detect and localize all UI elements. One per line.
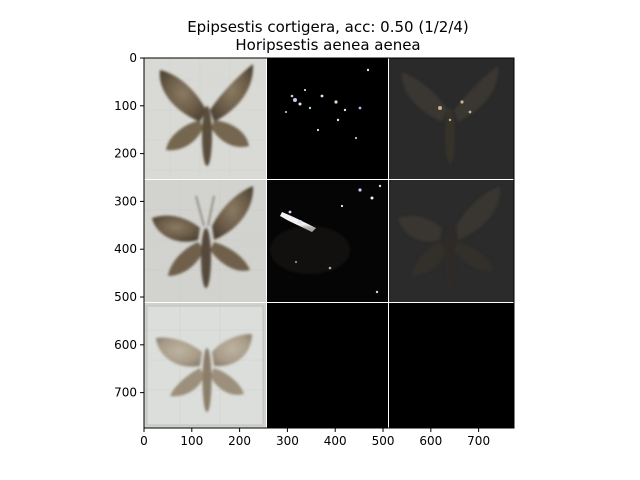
x-tick-label: 100 — [180, 434, 203, 448]
y-tick-label: 500 — [114, 290, 137, 304]
x-tick-label: 400 — [324, 434, 347, 448]
x-tick-label: 0 — [140, 434, 148, 448]
x-tick-label: 500 — [372, 434, 395, 448]
image-grid — [144, 58, 514, 428]
x-tick-label: 300 — [276, 434, 299, 448]
figure-title-line1: Epipsestis cortigera, acc: 0.50 (1/2/4) — [187, 18, 469, 36]
moth-icon — [159, 64, 254, 166]
panel-r2-c2-empty — [389, 303, 514, 428]
panel-r2-c1-empty — [267, 303, 388, 428]
x-tick-label: 200 — [228, 434, 251, 448]
y-tick-label: 100 — [114, 99, 137, 113]
panel-r0-c0-photo — [144, 58, 266, 179]
y-axis: 0 100 200 300 400 500 600 700 — [114, 51, 144, 400]
moth-icon — [156, 334, 252, 412]
x-axis: 0 100 200 300 400 500 600 700 — [140, 428, 490, 448]
y-tick-label: 300 — [114, 194, 137, 208]
y-tick-label: 700 — [114, 386, 137, 400]
axes-frame — [143, 57, 515, 429]
panel-r1-c2-overlay — [389, 180, 514, 302]
panel-r0-c1-saliency — [267, 58, 388, 179]
y-tick-label: 600 — [114, 338, 137, 352]
grid-separators — [144, 58, 514, 428]
y-tick-label: 0 — [129, 51, 137, 65]
moth-icon — [152, 186, 254, 288]
x-tick-label: 700 — [467, 434, 490, 448]
x-tick-label: 600 — [419, 434, 442, 448]
panel-r0-c2-overlay — [389, 58, 514, 179]
panel-r2-c0-photo — [144, 303, 266, 428]
y-tick-label: 400 — [114, 242, 137, 256]
panel-r1-c1-saliency — [267, 180, 388, 302]
y-tick-label: 200 — [114, 147, 137, 161]
panel-r1-c0-photo — [144, 180, 266, 302]
figure-title-line2: Horipsestis aenea aenea — [235, 36, 420, 54]
